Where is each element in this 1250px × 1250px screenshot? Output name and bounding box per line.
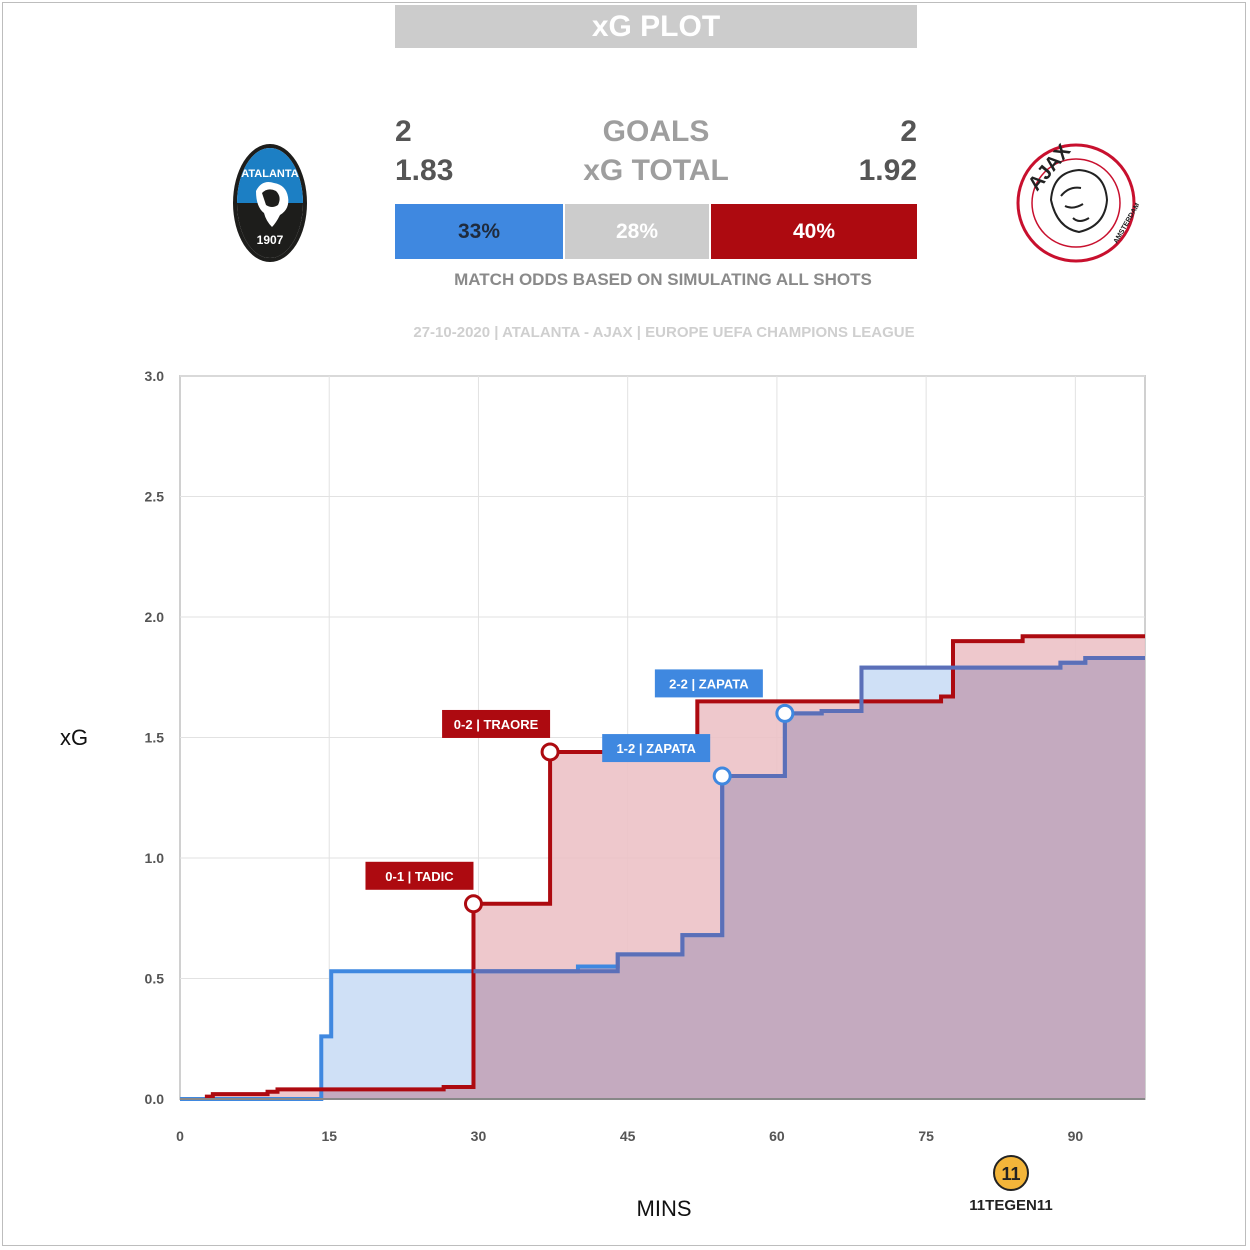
brand-mark: 11 [1001, 1164, 1020, 1184]
atalanta-crest-icon: ATALANTA 1907 [233, 144, 307, 262]
x-tick-label: 90 [1068, 1128, 1084, 1144]
crest-home-text: ATALANTA [241, 168, 298, 180]
match-odds-bar: 33% 28% 40% [395, 204, 917, 259]
xg-total-row: 1.83 xG TOTAL 1.92 [395, 151, 917, 191]
x-axis-label: MINS [637, 1196, 692, 1221]
draw-odds: 28% [565, 204, 709, 259]
crest-home-year: 1907 [257, 233, 284, 247]
chart-areas [180, 636, 1145, 1099]
x-tick-label: 15 [321, 1128, 337, 1144]
goals-label: GOALS [602, 115, 710, 148]
goal-label: 0-1 | TADIC [385, 869, 454, 884]
goal-label-box [602, 734, 711, 763]
y-tick-label: 1.0 [145, 850, 165, 866]
home-xg-line-overlap [473, 655, 1145, 974]
x-tick-label: 75 [918, 1128, 934, 1144]
away-goals: 2 [900, 115, 917, 148]
away-win-odds: 40% [711, 204, 917, 259]
x-tick-label: 30 [471, 1128, 487, 1144]
goal-marker [712, 766, 732, 786]
y-axis-label: xG [60, 725, 88, 750]
xg-total-label: xG TOTAL [583, 154, 729, 187]
y-tick-label: 0.0 [145, 1091, 165, 1107]
away-xg-total: 1.92 [858, 154, 917, 187]
chart-lines [180, 634, 1145, 1101]
brand-text: 11TEGEN11 [969, 1197, 1052, 1214]
y-tick-label: 2.5 [145, 489, 165, 505]
goal-label-box [442, 709, 551, 738]
home-xg-total: 1.83 [395, 154, 454, 187]
brand-logo: 11 11TEGEN11 [969, 1155, 1053, 1214]
y-tick-label: 0.5 [145, 971, 165, 987]
goal-marker [540, 742, 560, 762]
goal-label-box [654, 669, 763, 698]
home-goals: 2 [395, 115, 412, 148]
goal-label: 1-2 | ZAPATA [616, 741, 696, 756]
x-tick-label: 60 [769, 1128, 785, 1144]
page-title: xG PLOT [395, 5, 917, 48]
goals-row: 2 GOALS 2 [395, 112, 917, 152]
goal-label: 0-2 | TRAORE [454, 717, 539, 732]
goal-marker [463, 894, 483, 914]
goal-label-box [365, 861, 474, 890]
y-tick-label: 1.5 [145, 730, 165, 746]
home-win-odds: 33% [395, 204, 563, 259]
ajax-crest-icon: AJAX AMSTERDAM [1015, 140, 1139, 264]
goal-label: 2-2 | ZAPATA [669, 676, 749, 691]
match-info: 27-10-2020 | ATALANTA - AJAX | EUROPE UE… [413, 324, 915, 341]
y-tick-label: 2.0 [145, 609, 165, 625]
chart-axes: 0.0 0.5 1.0 1.5 2.0 2.5 3.0 0 15 30 45 60 75 90 [145, 368, 1145, 1144]
goal-marker [775, 703, 795, 723]
y-tick-label: 3.0 [145, 368, 165, 384]
odds-caption: MATCH ODDS BASED ON SIMULATING ALL SHOTS [454, 270, 872, 289]
x-tick-label: 0 [176, 1128, 184, 1144]
x-tick-label: 45 [620, 1128, 636, 1144]
goal-markers: 0-1 | TADIC 0-2 | TRAORE 1-2 | ZAPATA 2-2 |… [365, 669, 795, 914]
